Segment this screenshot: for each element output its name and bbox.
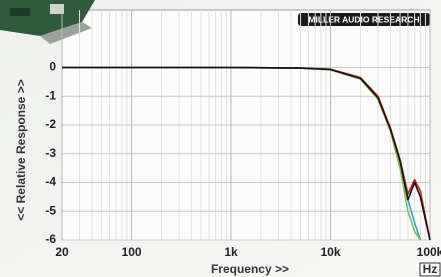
y-tick-label: -3 (45, 146, 56, 160)
x-tick-label: 1k (224, 245, 238, 259)
y-tick-label: -5 (45, 203, 56, 217)
x-tick-label: 10k (320, 245, 340, 259)
y-tick-label: -4 (45, 175, 56, 189)
x-tick-label: 20 (55, 245, 69, 259)
x-axis-label: Frequency >> (211, 262, 289, 276)
y-axis-label: << Relative Response >> (14, 79, 28, 220)
page: {"chart_data": {"type": "line", "logo": … (0, 0, 441, 277)
y-tick-label: -2 (45, 117, 56, 131)
y-tick-label: -1 (45, 88, 56, 102)
chart: MILLER AUDIO RESEARCH << Relative Respon… (0, 0, 441, 277)
y-tick-label: -6 (45, 232, 56, 246)
x-tick-label: 100 (122, 245, 142, 259)
x-tick-label: 100k (417, 245, 441, 259)
unit-label: Hz (423, 262, 438, 276)
logo: MILLER AUDIO RESEARCH (308, 14, 419, 24)
y-tick-label: 0 (49, 60, 56, 74)
